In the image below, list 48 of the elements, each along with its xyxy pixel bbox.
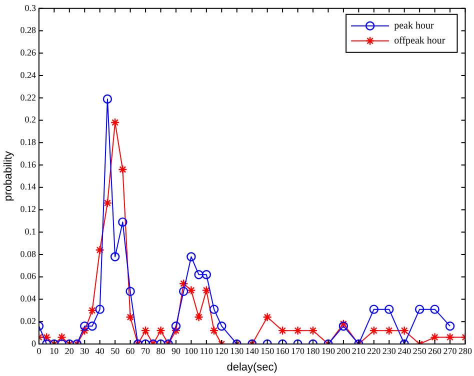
- x-tick-label: 270: [443, 346, 458, 356]
- x-tick-label: 60: [126, 346, 136, 356]
- x-tick-label: 190: [321, 346, 336, 356]
- x-tick-label: 90: [171, 346, 181, 356]
- y-tick-label: 0.28: [20, 25, 36, 36]
- x-tick-label: 70: [141, 346, 151, 356]
- x-tick-label: 50: [110, 346, 120, 356]
- y-tick-label: 0.18: [20, 137, 36, 147]
- y-tick-label: 0.2: [24, 114, 36, 125]
- x-tick-label: 150: [260, 346, 275, 356]
- y-tick-label: 0.04: [20, 294, 36, 304]
- x-tick-label: 210: [352, 346, 366, 356]
- x-tick-label: 180: [306, 346, 320, 356]
- y-axis-title: probability: [2, 150, 15, 202]
- x-tick-label: 250: [412, 346, 427, 356]
- x-tick-label: 260: [428, 346, 442, 356]
- y-tick-label: 0.06: [20, 271, 36, 282]
- x-tick-label: 100: [184, 346, 198, 356]
- x-tick-label: 30: [80, 346, 90, 356]
- y-tick-label: 0: [31, 338, 36, 348]
- y-tick-label: 0.02: [20, 316, 36, 326]
- y-tick-label: 0.16: [20, 159, 36, 170]
- x-tick-label: 230: [382, 346, 396, 356]
- x-tick-label: 140: [245, 346, 260, 356]
- x-tick-label: 240: [398, 346, 412, 356]
- legend-label: peak hour: [394, 20, 434, 32]
- y-tick-label: 0.12: [20, 204, 36, 214]
- x-axis-title: delay(sec): [226, 361, 278, 374]
- x-tick-label: 280: [458, 346, 472, 356]
- legend-label: offpeak hour: [394, 36, 446, 47]
- x-tick-label: 80: [156, 346, 166, 356]
- y-tick-label: 0.14: [20, 182, 36, 192]
- y-tick-label: 0.3: [24, 2, 36, 13]
- x-tick-label: 200: [336, 346, 351, 356]
- y-tick-label: 0.22: [20, 92, 36, 102]
- x-tick-label: 120: [214, 346, 229, 356]
- y-tick-label: 0.24: [20, 70, 36, 80]
- x-tick-label: 220: [367, 346, 382, 356]
- x-tick-label: 110: [200, 346, 214, 356]
- x-tick-label: 20: [64, 346, 74, 356]
- x-tick-label: 130: [230, 346, 244, 356]
- x-tick-label: 170: [291, 346, 306, 356]
- y-tick-label: 0.1: [24, 226, 36, 236]
- x-tick-label: 40: [95, 346, 105, 356]
- y-tick-label: 0.08: [20, 248, 36, 259]
- x-tick-label: 10: [50, 346, 60, 356]
- y-tick-label: 0.26: [20, 48, 36, 58]
- x-tick-label: 160: [276, 346, 290, 356]
